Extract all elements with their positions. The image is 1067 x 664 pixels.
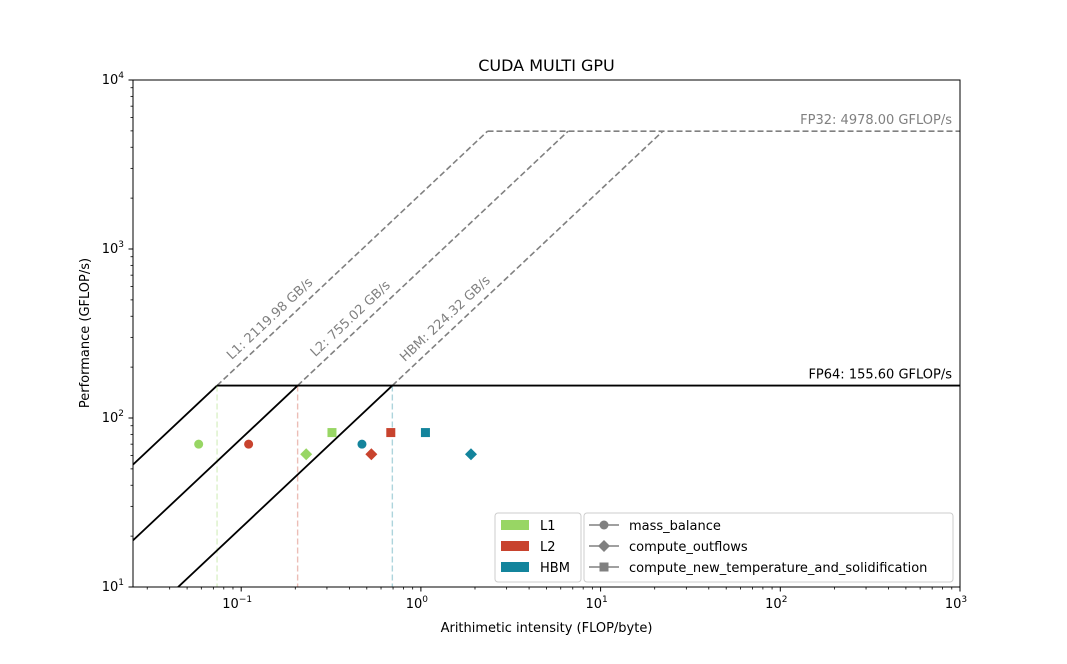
x-tick-exponent: −1	[239, 595, 252, 605]
chart-title: CUDA MULTI GPU	[478, 56, 615, 75]
data-point-compute-new-temperature-and-solidification-hbm	[420, 428, 430, 438]
x-tick-base: 10	[406, 597, 423, 612]
x-tick-exponent: 1	[602, 595, 608, 605]
bandwidth-line-fp32-hbm	[391, 130, 664, 387]
x-axis: 10−1 100 101 102 103	[146, 587, 967, 612]
data-point-compute-new-temperature-and-solidification-l1	[327, 428, 337, 438]
legend-marker-compute-new-temperature-and-solidification	[599, 562, 609, 572]
y-tick-base: 10	[102, 242, 119, 257]
legend-swatch-hbm	[501, 562, 529, 572]
legend-kernels-box	[583, 512, 954, 583]
y-tick-exponent: 3	[118, 240, 124, 250]
y-tick-base: 10	[102, 580, 119, 595]
plot-area	[133, 130, 960, 587]
y-tick-label: 101	[102, 578, 124, 595]
legend-swatch-l2	[501, 541, 529, 551]
bandwidth-line-fp32-l1	[216, 130, 489, 387]
y-axis-label: Performance (GFLOP/s)	[78, 258, 93, 408]
legend-memory-levels: L1 L2 HBM	[494, 512, 582, 583]
bandwidth-line-fp64-l1	[133, 384, 218, 466]
y-tick-base: 10	[102, 73, 119, 88]
x-tick-label: 10−1	[222, 595, 252, 612]
legend-label-mass-balance: mass_balance	[629, 519, 721, 534]
x-tick-base: 10	[945, 597, 962, 612]
legend-label-compute-outflows: compute_outflows	[629, 540, 748, 555]
legend-marker-compute-outflows	[598, 540, 610, 552]
x-tick-exponent: 3	[961, 595, 967, 605]
y-tick-base: 10	[102, 411, 119, 426]
y-tick-label: 102	[102, 409, 124, 426]
data-point-mass-balance-hbm	[357, 439, 367, 449]
x-axis-label: Arithimetic intensity (FLOP/byte)	[441, 621, 653, 636]
y-tick-exponent: 4	[118, 71, 124, 81]
data-point-compute-outflows-l1	[300, 448, 313, 461]
x-tick-label: 100	[406, 595, 429, 612]
bandwidth-line-fp32-l2	[297, 130, 569, 387]
y-tick-label: 103	[102, 240, 124, 257]
x-tick-exponent: 2	[782, 595, 788, 605]
x-tick-base: 10	[222, 597, 239, 612]
legend-swatch-l1	[501, 520, 529, 530]
x-tick-base: 10	[765, 597, 782, 612]
bandwidth-line-fp64-l2	[133, 384, 299, 542]
legend-label-hbm: HBM	[540, 561, 570, 576]
x-tick-exponent: 0	[422, 595, 428, 605]
x-tick-label: 103	[945, 595, 967, 612]
data-point-compute-new-temperature-and-solidification-l2	[386, 428, 396, 438]
data-point-mass-balance-l1	[194, 439, 204, 449]
fp32-ceiling-label: FP32: 4978.00 GFLOP/s	[800, 113, 952, 128]
legend-label-l2: L2	[540, 540, 556, 555]
y-tick-exponent: 2	[118, 409, 124, 419]
y-tick-label: 104	[102, 71, 125, 88]
x-tick-base: 10	[585, 597, 602, 612]
bandwidth-line-fp64-hbm	[176, 384, 393, 587]
x-tick-label: 102	[765, 595, 787, 612]
x-tick-label: 101	[585, 595, 607, 612]
fp64-ceiling-label: FP64: 155.60 GFLOP/s	[808, 368, 952, 383]
data-point-mass-balance-l2	[244, 439, 254, 449]
y-tick-exponent: 1	[118, 578, 124, 588]
data-point-compute-outflows-l2	[365, 448, 378, 461]
legend-label-compute-new-temperature-and-solidification: compute_new_temperature_and_solidificati…	[629, 561, 927, 576]
legend-label-l1: L1	[540, 519, 556, 534]
data-point-compute-outflows-hbm	[464, 448, 477, 461]
legend-kernels: mass_balance compute_outflows compute_new_…	[583, 512, 954, 583]
legend-marker-mass-balance	[599, 520, 609, 530]
